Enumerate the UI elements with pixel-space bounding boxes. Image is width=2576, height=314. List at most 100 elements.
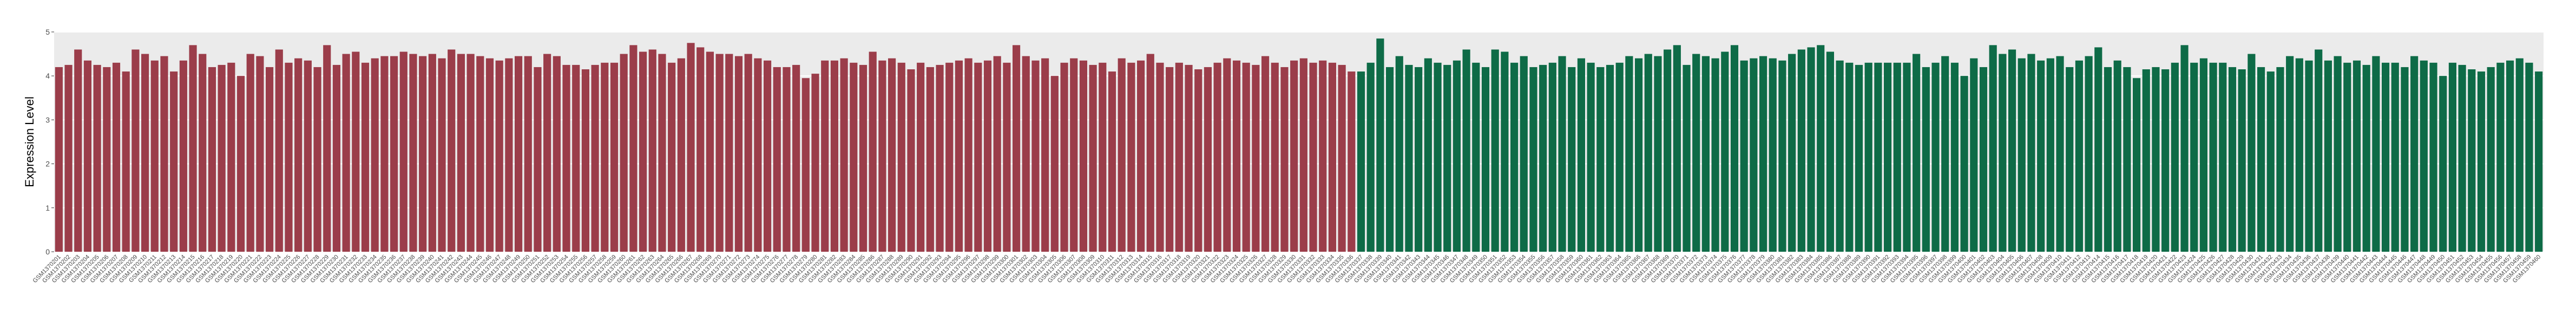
bar — [1271, 62, 1279, 252]
bar — [744, 54, 752, 252]
bar — [1108, 71, 1116, 252]
bar — [428, 54, 436, 252]
bar — [304, 60, 312, 252]
y-axis-title: Expression Level — [23, 96, 36, 187]
bar — [342, 54, 350, 252]
bar — [515, 56, 523, 252]
bar — [2257, 67, 2265, 252]
bar — [620, 54, 628, 252]
bar — [2362, 64, 2370, 252]
bar — [64, 64, 73, 252]
bar — [2238, 69, 2246, 252]
bar — [2535, 71, 2543, 252]
bar — [1175, 62, 1183, 252]
bar — [2046, 58, 2054, 252]
bar — [285, 62, 293, 252]
bar — [1979, 67, 1988, 252]
bar — [1596, 67, 1605, 252]
bar — [677, 58, 685, 252]
bar — [1721, 51, 1729, 252]
bar — [1166, 67, 1174, 252]
bar — [1434, 62, 1442, 252]
bar — [964, 58, 972, 252]
bar — [1395, 56, 1403, 252]
bar — [2487, 67, 2495, 252]
bar — [1635, 58, 1643, 252]
bar — [926, 67, 934, 252]
bar — [1673, 45, 1681, 252]
bar — [122, 71, 130, 252]
bar — [399, 51, 408, 252]
bar — [313, 67, 321, 252]
bar — [2113, 60, 2121, 252]
bar — [2324, 60, 2332, 252]
bar — [1003, 62, 1011, 252]
bar — [2477, 71, 2486, 252]
bar — [1204, 67, 1212, 252]
bar — [55, 67, 63, 252]
bar — [2075, 60, 2083, 252]
bar — [629, 45, 638, 252]
bar — [93, 64, 101, 252]
bar — [553, 56, 561, 252]
bar — [1950, 62, 1959, 252]
bar — [1922, 67, 1930, 252]
bar — [438, 58, 446, 252]
bar — [332, 64, 340, 252]
bar — [639, 51, 647, 252]
bar — [103, 67, 111, 252]
bar — [1836, 60, 1844, 252]
bar — [2037, 60, 2045, 252]
bar — [485, 58, 494, 252]
bar — [725, 54, 733, 252]
bar — [1424, 58, 1432, 252]
bar — [821, 60, 829, 252]
bar — [476, 56, 484, 252]
bar — [218, 64, 226, 252]
bar — [1118, 58, 1126, 252]
bar — [648, 49, 656, 252]
bar — [1931, 62, 1940, 252]
bar — [1386, 67, 1394, 252]
bar — [696, 47, 705, 252]
bar — [2372, 56, 2380, 252]
bar — [1817, 45, 1825, 252]
bar — [2008, 49, 2016, 252]
bar — [1041, 58, 1049, 252]
bar — [534, 67, 542, 252]
bar — [74, 49, 82, 252]
bar — [112, 62, 121, 252]
bar — [1788, 54, 1796, 252]
bar — [2180, 45, 2189, 252]
bar — [2334, 56, 2342, 252]
bar — [2276, 67, 2284, 252]
bar — [1960, 76, 1968, 252]
bar — [764, 60, 772, 252]
bar — [1558, 56, 1566, 252]
bar — [2382, 62, 2390, 252]
bar — [993, 56, 1001, 252]
bar — [1242, 62, 1250, 252]
bar — [773, 67, 781, 252]
bar — [1941, 56, 1949, 252]
bar — [409, 54, 417, 252]
bar — [2458, 64, 2466, 252]
bar — [2410, 56, 2419, 252]
bar — [859, 64, 868, 252]
bar — [1730, 45, 1739, 252]
bar — [2401, 67, 2409, 252]
bar — [706, 51, 714, 252]
bar — [668, 62, 676, 252]
bar — [2219, 62, 2227, 252]
bar — [294, 58, 303, 252]
bar — [2209, 62, 2217, 252]
bar — [1472, 62, 1480, 252]
bar — [2228, 67, 2237, 252]
bar — [361, 62, 370, 252]
bar — [2133, 78, 2141, 252]
bar — [1443, 64, 1451, 252]
bar — [2085, 56, 2093, 252]
bar — [1864, 62, 1872, 252]
bar — [830, 60, 838, 252]
bar — [2152, 67, 2160, 252]
